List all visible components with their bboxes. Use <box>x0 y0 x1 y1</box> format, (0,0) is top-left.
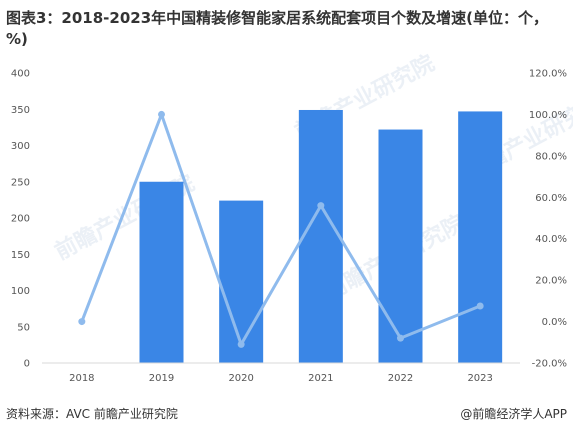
y-right-tick-label: -20.0% <box>532 359 567 370</box>
x-tick-label: 2021 <box>308 373 333 384</box>
y-left-tick-label: 100 <box>11 286 30 297</box>
y-right-tick-label: 80.0% <box>535 151 567 162</box>
x-tick-label: 2022 <box>388 373 413 384</box>
line-point-2018 <box>78 318 86 326</box>
y-right-tick-label: 100.0% <box>529 110 567 121</box>
y-left-tick-label: 350 <box>11 105 30 116</box>
y-left-tick-label: 400 <box>11 69 30 80</box>
source-note: 资料来源：AVC 前瞻产业研究院 <box>6 407 178 421</box>
credit-note: @前瞻经济学人APP <box>460 407 567 421</box>
x-tick-label: 2023 <box>467 373 492 384</box>
bar-2021 <box>298 109 343 363</box>
line-series <box>78 110 484 348</box>
bar-series <box>139 109 503 363</box>
y-left-tick-label: 0 <box>24 359 30 370</box>
y-right-tick-label: 120.0% <box>529 69 567 80</box>
y-left-tick-label: 150 <box>11 250 30 261</box>
x-tick-label: 2019 <box>149 373 174 384</box>
line-point-2022 <box>397 334 404 342</box>
line-point-2020 <box>237 340 245 348</box>
line-point-2019 <box>158 110 165 118</box>
bar-2019 <box>139 181 184 363</box>
y-left-tick-label: 200 <box>11 214 30 225</box>
bar-2022 <box>378 129 423 363</box>
y-right-tick-label: 40.0% <box>535 234 567 245</box>
axes: 0 50 100 150 200 250 300 350 400 -20.0% 0.0% 20.0% 4… <box>11 69 567 385</box>
x-tick-label: 2020 <box>228 373 253 384</box>
y-left-tick-label: 250 <box>11 177 30 188</box>
y-left-tick-label: 300 <box>11 141 30 152</box>
y-left-tick-label: 50 <box>17 322 30 333</box>
chart-title: 图表3：2018-2023年中国精装修智能家居系统配套项目个数及增速(单位：个，… <box>6 9 549 48</box>
bar-2023 <box>458 111 503 363</box>
bar-2020 <box>219 200 264 363</box>
y-right-tick-label: 0.0% <box>542 317 567 328</box>
growth-line <box>80 112 481 346</box>
line-point-2021 <box>317 202 325 210</box>
line-point-2023 <box>476 302 484 310</box>
y-right-tick-label: 60.0% <box>535 193 567 204</box>
x-tick-label: 2018 <box>69 373 94 384</box>
y-right-tick-label: 20.0% <box>535 276 567 287</box>
